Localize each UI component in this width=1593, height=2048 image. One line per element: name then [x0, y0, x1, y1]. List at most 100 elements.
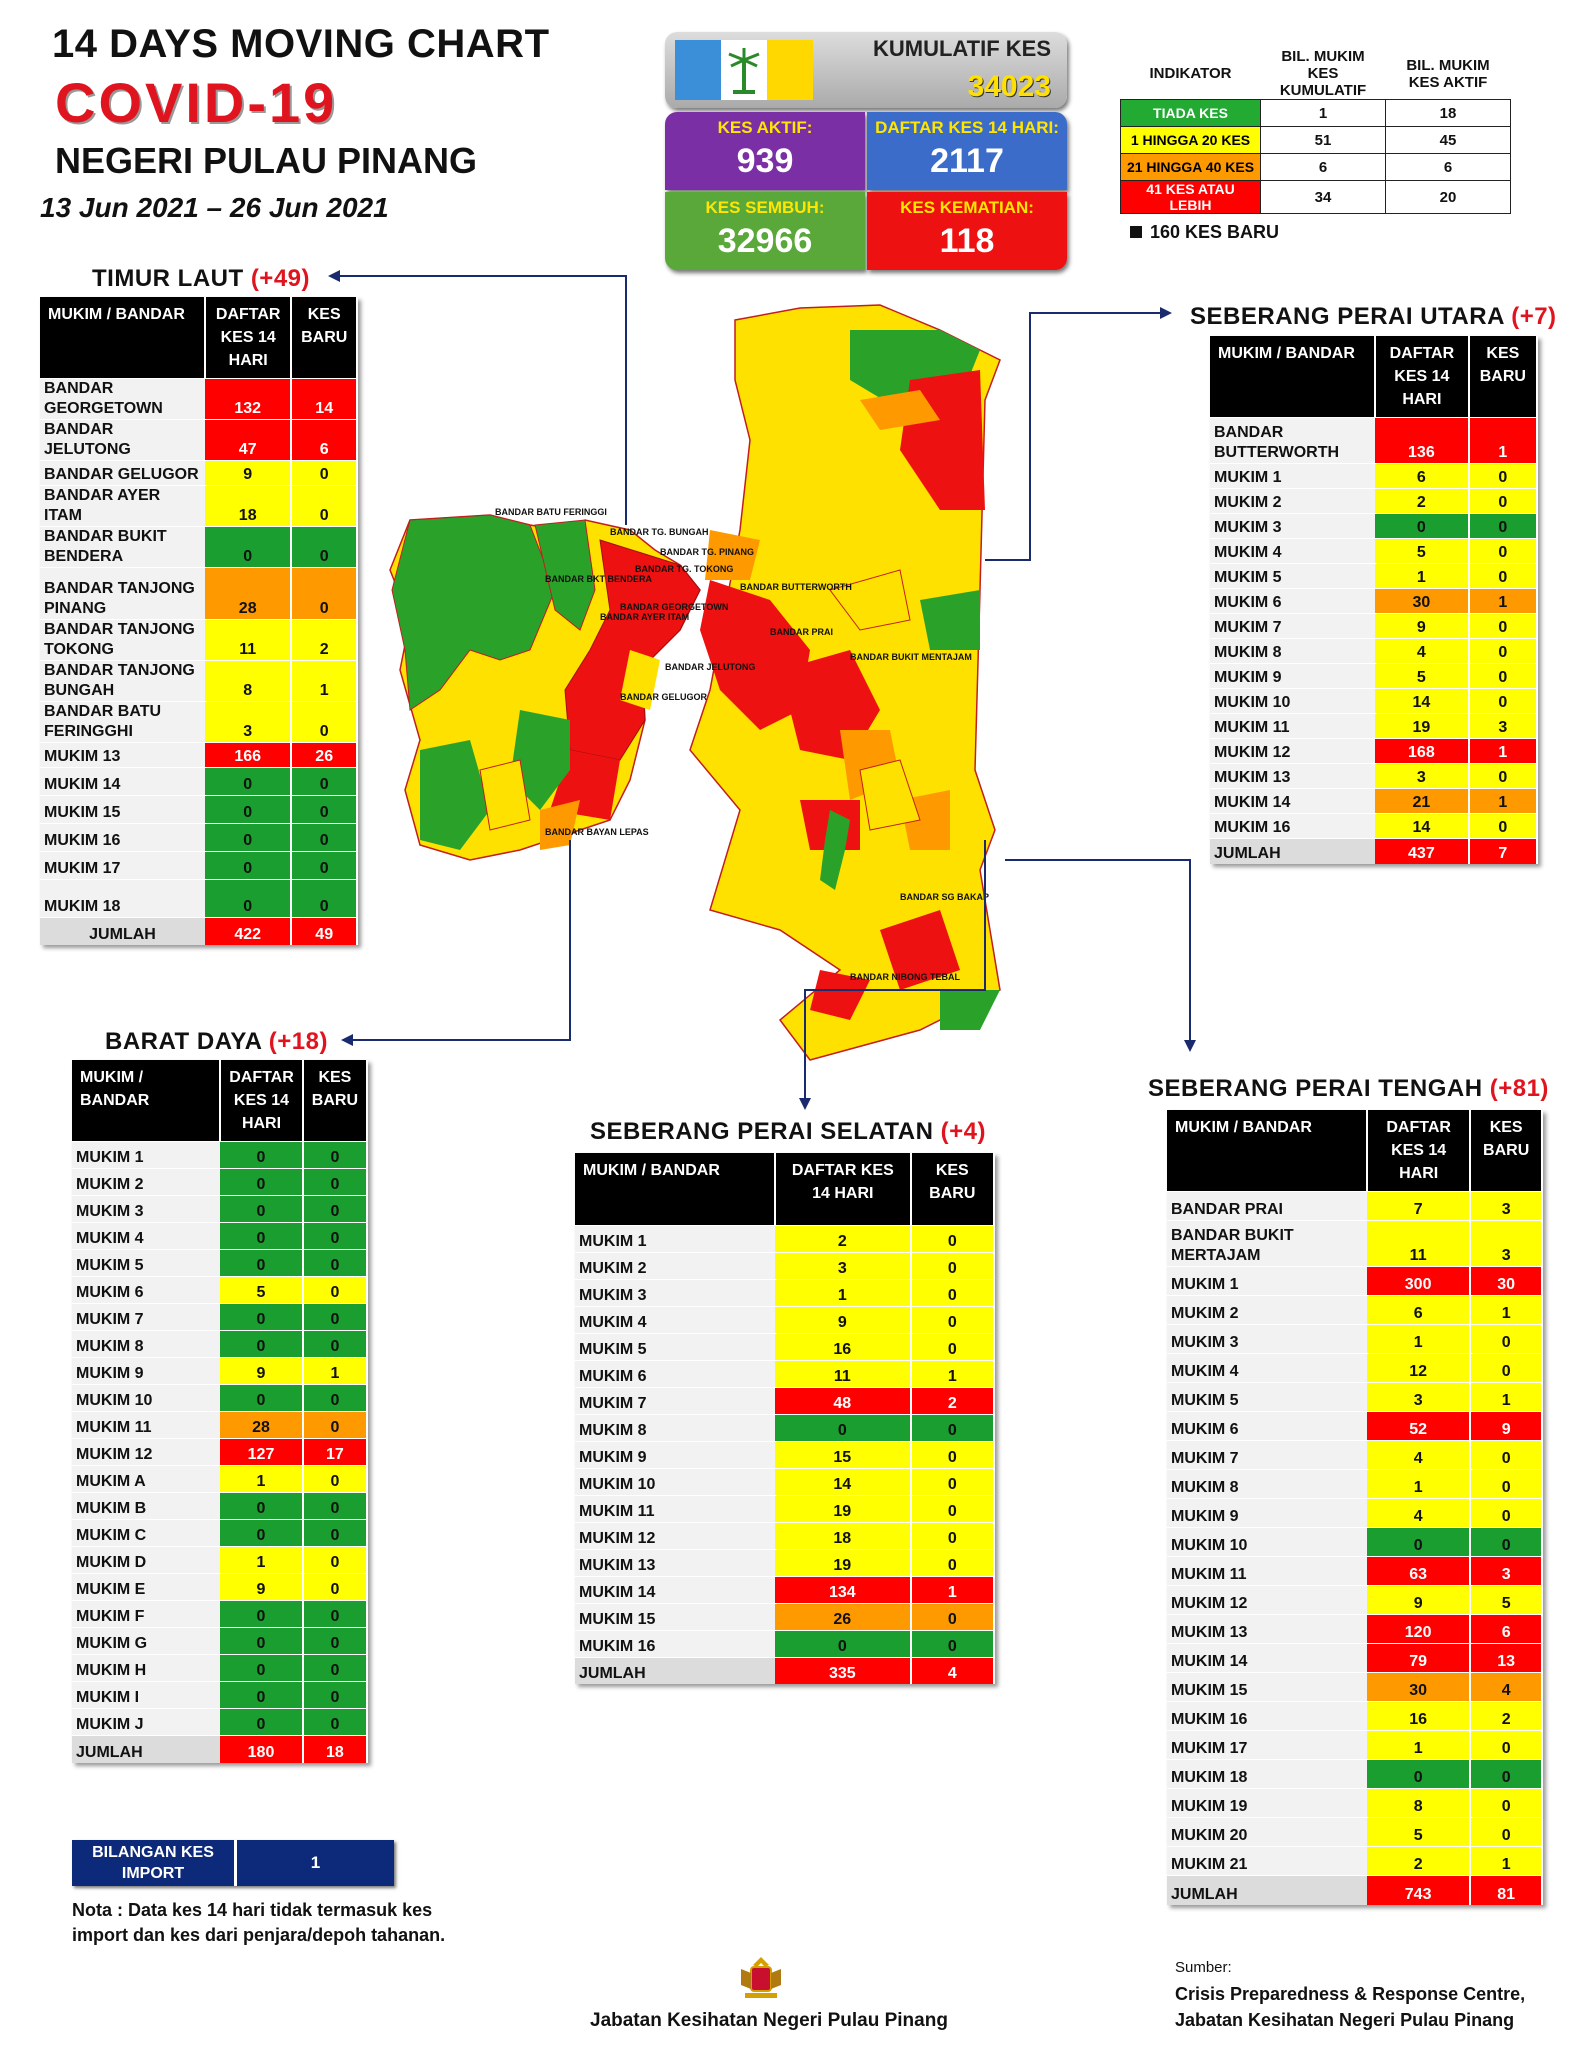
- row-daftar-value: 9: [1375, 613, 1470, 639]
- table-row: MUKIM 7 48 2: [575, 1386, 996, 1414]
- kes-aktif-label: KES AKTIF:: [717, 118, 813, 137]
- row-label: BANDAR AYER ITAM: [40, 485, 205, 527]
- table-row: MUKIM 20 5 0: [1167, 1817, 1543, 1847]
- row-baru-value: 0: [1470, 1324, 1543, 1354]
- note-text: Nota : Data kes 14 hari tidak termasuk k…: [72, 1900, 446, 1945]
- row-baru-value: 1: [1468, 588, 1539, 614]
- row-baru-value: 0: [302, 1222, 369, 1250]
- table-row: MUKIM 15 26 0: [575, 1602, 996, 1630]
- row-daftar-value: 8: [1367, 1788, 1472, 1818]
- row-daftar-value: 134: [775, 1575, 912, 1603]
- row-label: MUKIM 5: [575, 1332, 775, 1360]
- row-baru-value: 0: [1470, 1498, 1543, 1528]
- table-header-row: MUKIM / BANDAR DAFTAR KES 14 HARI KES BARU: [1210, 336, 1539, 418]
- row-label: MUKIM 8: [1167, 1469, 1367, 1499]
- table-row: MUKIM 12 9 5: [1167, 1585, 1543, 1615]
- map-label: BANDAR BUTTERWORTH: [740, 582, 852, 592]
- row-label: MUKIM 7: [1210, 613, 1375, 639]
- row-label: MUKIM H: [72, 1654, 221, 1682]
- row-label: MUKIM 15: [575, 1602, 775, 1630]
- row-daftar-value: 11: [1367, 1220, 1472, 1267]
- row-daftar-value: 30: [1367, 1672, 1472, 1702]
- kes-aktif-value: 939: [736, 142, 794, 180]
- row-baru-value: 30: [1470, 1266, 1543, 1296]
- row-label: MUKIM 16: [40, 823, 205, 852]
- table-row: MUKIM 19 8 0: [1167, 1788, 1543, 1818]
- row-baru-value: 0: [910, 1305, 996, 1333]
- penang-flag-icon: [675, 40, 813, 100]
- row-baru-value: 0: [1468, 763, 1539, 789]
- row-daftar-value: 300: [1367, 1266, 1472, 1296]
- table-row: MUKIM 13 19 0: [575, 1548, 996, 1576]
- table-row: MUKIM 12 168 1: [1210, 738, 1539, 764]
- row-label: MUKIM 3: [1167, 1324, 1367, 1354]
- row-baru-value: 0: [291, 823, 358, 852]
- row-daftar-value: 9: [220, 1357, 304, 1385]
- row-label: BANDAR GEORGETOWN: [40, 378, 205, 420]
- row-baru-value: 0: [1468, 513, 1539, 539]
- table-row: MUKIM 14 0 0: [40, 767, 358, 796]
- indicator-label: 41 KES ATAU LEBIH: [1120, 180, 1261, 214]
- row-baru-value: 0: [302, 1411, 369, 1439]
- row-daftar-value: 19: [775, 1494, 912, 1522]
- row-label: MUKIM 13: [1210, 763, 1375, 789]
- row-daftar-value: 19: [1375, 713, 1470, 739]
- total-value: 180: [220, 1735, 304, 1763]
- row-label: MUKIM 9: [575, 1440, 775, 1468]
- row-daftar-value: 12: [1367, 1353, 1472, 1383]
- row-baru-value: 0: [302, 1384, 369, 1412]
- row-label: MUKIM 10: [1167, 1527, 1367, 1557]
- section-title-barat-daya: BARAT DAYA (+18): [105, 1028, 328, 1055]
- row-baru-value: 0: [910, 1467, 996, 1495]
- table-total-row: JUMLAH 437 7: [1210, 838, 1539, 864]
- row-daftar-value: 1: [1367, 1324, 1472, 1354]
- row-daftar-value: 11: [205, 619, 293, 661]
- row-baru-value: 1: [910, 1359, 996, 1387]
- title-covid: COVID-19: [55, 71, 338, 134]
- row-baru-value: 0: [302, 1492, 369, 1520]
- footer-text: Jabatan Kesihatan Negeri Pulau Pinang: [590, 2010, 948, 2031]
- table-row: MUKIM 10 0 0: [1167, 1527, 1543, 1557]
- kes-kematian-label: KES KEMATIAN:: [900, 198, 1034, 217]
- total-label: JUMLAH: [1210, 838, 1375, 864]
- row-baru-value: 26: [291, 742, 358, 768]
- row-daftar-value: 0: [220, 1141, 304, 1169]
- row-daftar-value: 15: [775, 1440, 912, 1468]
- daftar-kes-value: 2117: [930, 142, 1004, 180]
- row-baru-value: 0: [291, 567, 358, 620]
- row-label: MUKIM 14: [40, 767, 205, 796]
- table-row: MUKIM 10 14 0: [1210, 688, 1539, 714]
- indicator-aktif: 6: [1385, 153, 1511, 181]
- row-label: MUKIM 12: [575, 1521, 775, 1549]
- indicator-label: 1 HINGGA 20 KES: [1120, 126, 1261, 154]
- row-label: MUKIM 6: [1167, 1411, 1367, 1441]
- row-baru-value: 0: [910, 1413, 996, 1441]
- row-baru-value: 0: [910, 1602, 996, 1630]
- row-daftar-value: 5: [220, 1276, 304, 1304]
- row-baru-value: 0: [302, 1708, 369, 1736]
- row-label: MUKIM 9: [72, 1357, 221, 1385]
- row-baru-value: 0: [1468, 638, 1539, 664]
- row-label: MUKIM 6: [575, 1359, 775, 1387]
- row-baru-value: 0: [910, 1521, 996, 1549]
- row-daftar-value: 14: [775, 1467, 912, 1495]
- row-daftar-value: 0: [220, 1249, 304, 1277]
- import-value: 1: [234, 1840, 394, 1886]
- row-daftar-value: 19: [775, 1548, 912, 1576]
- row-baru-value: 0: [1470, 1730, 1543, 1760]
- table-row: MUKIM 15 30 4: [1167, 1672, 1543, 1702]
- row-baru-value: 0: [1470, 1353, 1543, 1383]
- table-row: BANDAR TANJONG BUNGAH 8 1: [40, 660, 358, 702]
- row-label: MUKIM 1: [1167, 1266, 1367, 1296]
- row-baru-value: 2: [910, 1386, 996, 1414]
